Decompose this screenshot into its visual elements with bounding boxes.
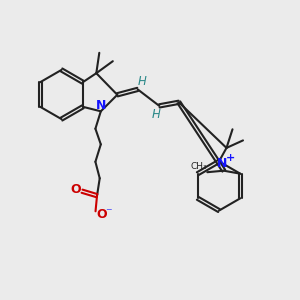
Text: O: O: [96, 208, 107, 221]
Text: CH₃: CH₃: [191, 162, 208, 171]
Text: N: N: [217, 157, 227, 170]
Text: H: H: [151, 108, 160, 122]
Text: H: H: [137, 75, 146, 88]
Text: +: +: [226, 153, 235, 163]
Text: O: O: [70, 184, 81, 196]
Text: ⁻: ⁻: [105, 207, 111, 220]
Text: N: N: [96, 99, 106, 112]
